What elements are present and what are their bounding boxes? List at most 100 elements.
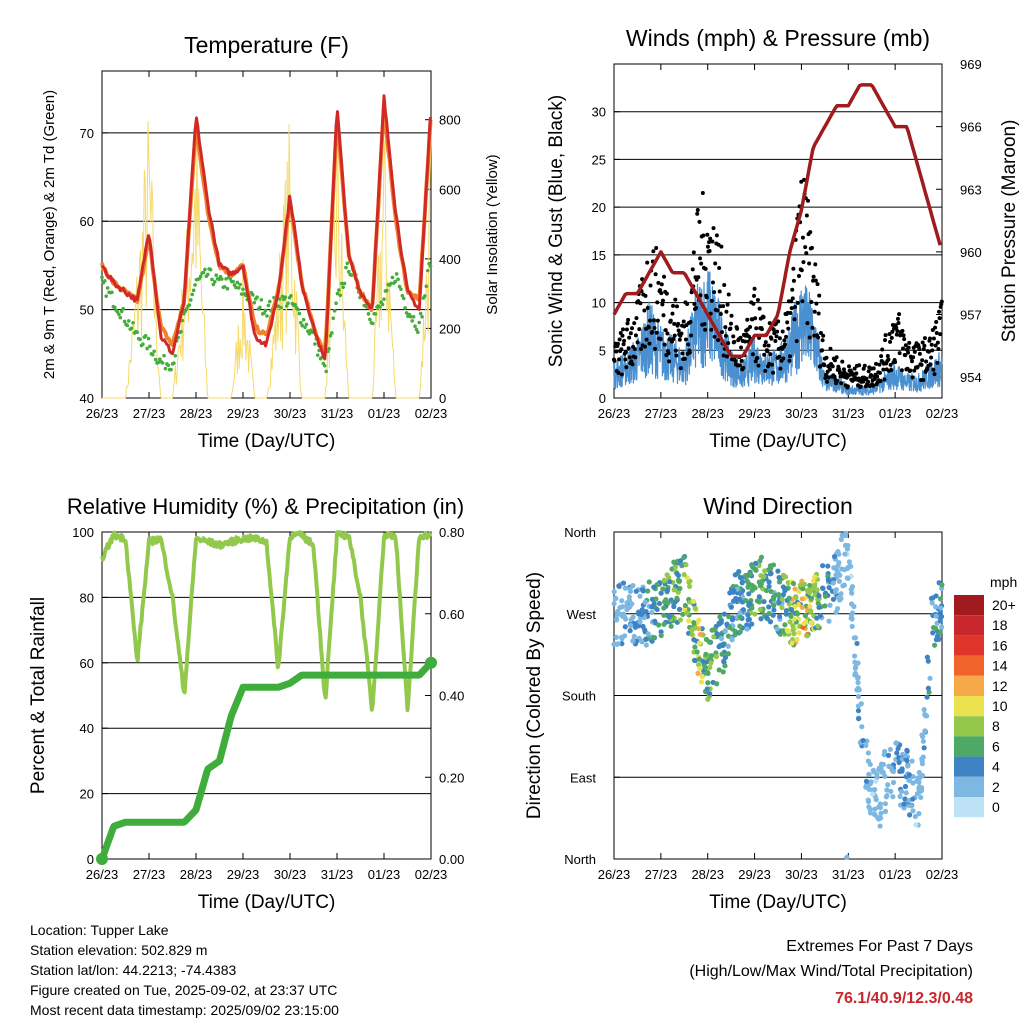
dewpoint-point — [346, 269, 351, 274]
gust-point — [800, 235, 805, 240]
direction-point — [916, 779, 922, 785]
direction-point — [697, 665, 703, 672]
gust-point — [906, 345, 911, 350]
direction-point — [852, 635, 859, 641]
dewpoint-point — [390, 275, 395, 280]
direction-point — [745, 612, 751, 618]
gust-point — [632, 346, 637, 351]
temp-2m-line — [100, 94, 432, 361]
gust-point — [881, 367, 886, 372]
gust-point — [699, 261, 704, 266]
direction-point — [899, 766, 905, 772]
direction-point — [822, 603, 828, 609]
dewpoint-point — [286, 301, 290, 305]
dewpoint-point — [411, 315, 416, 319]
gust-point — [755, 355, 760, 360]
dewpoint-point — [418, 311, 423, 316]
y2-tick-label: 960 — [960, 245, 982, 260]
gust-point — [624, 327, 629, 332]
gust-point — [642, 308, 647, 313]
dewpoint-point — [403, 306, 407, 310]
gust-point — [825, 379, 830, 384]
y-tick-label: 70 — [80, 126, 94, 141]
direction-point — [631, 633, 637, 640]
direction-point — [749, 605, 755, 611]
dewpoint-point — [424, 284, 429, 289]
direction-point — [882, 808, 889, 814]
dewpoint-point — [339, 281, 344, 286]
gust-point — [713, 261, 718, 266]
dewpoint-point — [307, 331, 312, 336]
direction-point — [739, 580, 745, 586]
direction-point — [902, 753, 909, 759]
gust-point — [834, 355, 839, 360]
gust-point — [886, 357, 891, 362]
dewpoint-point — [224, 277, 228, 281]
direction-point — [897, 793, 903, 800]
direction-point — [920, 734, 926, 740]
dewpoint-point — [252, 300, 257, 305]
direction-point — [653, 596, 659, 602]
gust-point — [625, 321, 630, 326]
gust-point — [735, 326, 740, 331]
direction-point — [825, 563, 831, 569]
direction-point — [776, 579, 783, 585]
direction-point — [885, 782, 891, 788]
solar-insolation-line — [102, 121, 432, 399]
gust-point — [791, 278, 796, 283]
direction-point — [816, 604, 822, 611]
direction-point — [920, 738, 927, 744]
dewpoint-point — [172, 361, 176, 365]
direction-point — [656, 622, 662, 628]
dewpoint-point — [118, 315, 123, 320]
dewpoint-point — [193, 283, 197, 287]
gust-point — [768, 352, 773, 357]
y2-tick-label: 0.80 — [439, 525, 464, 540]
direction-point — [908, 803, 914, 809]
gust-point — [703, 266, 708, 271]
dewpoint-point — [263, 308, 268, 313]
gust-point — [937, 309, 942, 314]
dewpoint-point — [400, 293, 405, 298]
direction-point — [746, 616, 752, 623]
direction-point — [780, 592, 787, 598]
gust-point — [785, 310, 790, 315]
dewpoint-point — [397, 284, 402, 289]
dewpoint-point — [399, 287, 403, 291]
gust-point — [934, 319, 939, 324]
gust-point — [791, 266, 796, 271]
gust-point — [796, 273, 801, 278]
y-axis-label: Percent & Total Rainfall — [28, 597, 49, 794]
gust-point — [717, 289, 722, 294]
direction-point — [909, 758, 915, 764]
direction-point — [772, 592, 779, 598]
direction-point — [867, 806, 873, 812]
gust-point — [709, 298, 714, 303]
direction-point — [622, 585, 628, 591]
y-tick-label: 40 — [80, 721, 94, 736]
direction-point — [855, 708, 862, 714]
direction-point — [876, 765, 883, 771]
gust-point — [921, 347, 926, 352]
gust-point — [882, 377, 887, 382]
colorbar-label: 16 — [992, 637, 1008, 653]
y-tick-label: 30 — [592, 105, 606, 120]
direction-point — [833, 587, 839, 593]
direction-point — [827, 602, 833, 608]
direction-point — [924, 654, 931, 660]
chart-title: Relative Humidity (%) & Precipitation (i… — [67, 494, 464, 519]
direction-point — [645, 631, 651, 637]
gust-point — [623, 350, 628, 355]
gust-point — [832, 374, 837, 379]
direction-point — [907, 812, 913, 818]
direction-point — [626, 594, 632, 600]
gust-point — [789, 306, 794, 311]
direction-point — [620, 580, 627, 586]
gust-point — [899, 368, 904, 373]
gust-point — [691, 250, 696, 255]
gust-point — [929, 342, 934, 347]
gust-point — [738, 335, 743, 340]
sonic-wind-line — [613, 271, 943, 396]
dewpoint-point — [117, 312, 121, 317]
